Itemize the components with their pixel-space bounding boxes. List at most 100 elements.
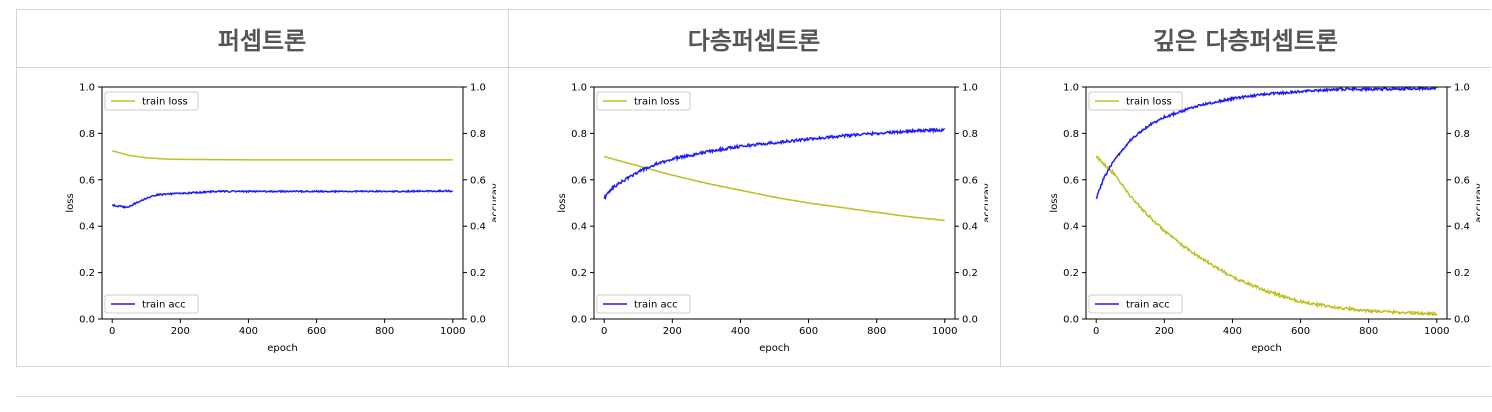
y2-tick-label: 1.0 <box>470 83 486 94</box>
y2-tick-label: 0.8 <box>962 129 978 140</box>
legend-label: train loss <box>142 97 188 108</box>
y-tick-label: 1.0 <box>1063 83 1079 94</box>
x-tick-label: 800 <box>1359 326 1378 337</box>
chart-mlp: 0.0 0.0 0.2 0.2 0.4 0.4 0.6 0.6 0.8 0.8 1.0 1.0 0 200… <box>557 83 988 355</box>
x-tick-label: 200 <box>663 326 682 337</box>
y-tick-label: 0.4 <box>1063 222 1079 233</box>
column-divider <box>508 10 509 366</box>
header-deep-mlp: 깊은 다층퍼셉트론 <box>1153 27 1338 55</box>
legend-train-loss: train loss <box>104 91 199 111</box>
chart-perceptron: 0.0 0.0 0.2 0.2 0.4 0.4 0.6 0.6 0.8 0.8 1.0 1.0 0 200… <box>65 83 496 355</box>
y-tick-label: 0.4 <box>571 222 587 233</box>
train-acc-line <box>111 188 453 209</box>
y2-tick-label: 0.6 <box>962 175 978 186</box>
y-tick-label: 0.8 <box>1063 129 1079 140</box>
y2-tick-label: 0.8 <box>1454 129 1470 140</box>
header-perceptron: 퍼셉트론 <box>217 27 307 55</box>
x-tick-label: 0 <box>109 326 115 337</box>
x-tick-label: 800 <box>867 326 886 337</box>
y-axis-label: loss <box>1049 193 1060 212</box>
legend-label: train loss <box>634 97 680 108</box>
legend-label: train acc <box>1126 300 1170 311</box>
x-tick-label: 1000 <box>440 326 465 337</box>
y-tick-label: 0.2 <box>1063 268 1079 279</box>
train-loss-line <box>603 155 945 222</box>
x-tick-label: 400 <box>1223 326 1242 337</box>
x-tick-label: 0 <box>601 326 607 337</box>
y-axis-label: loss <box>65 193 76 212</box>
train-loss-line <box>1095 155 1438 317</box>
legend-train-loss: train loss <box>1088 91 1183 111</box>
train-loss-line <box>112 150 453 161</box>
x-tick-label: 1000 <box>932 326 957 337</box>
y2-tick-label: 0.0 <box>470 315 486 326</box>
y-tick-label: 1.0 <box>79 83 95 94</box>
y2-tick-label: 0.4 <box>962 222 978 233</box>
column-divider <box>1000 10 1001 366</box>
train-acc-line <box>603 127 945 201</box>
y2-axis-label: accuray <box>1474 183 1480 223</box>
y-tick-label: 0.4 <box>79 222 95 233</box>
y-tick-label: 0.2 <box>79 268 95 279</box>
legend-box <box>104 294 199 314</box>
train-acc-line <box>1095 85 1438 200</box>
x-axis-label: epoch <box>267 343 297 354</box>
y-tick-label: 0.6 <box>1063 175 1079 186</box>
y2-tick-label: 0.6 <box>1454 175 1470 186</box>
y-tick-label: 0.2 <box>571 268 587 279</box>
y2-tick-label: 0.2 <box>962 268 978 279</box>
x-tick-label: 600 <box>1291 326 1310 337</box>
y2-tick-label: 0.2 <box>470 268 486 279</box>
y-tick-label: 0.8 <box>79 129 95 140</box>
y2-tick-label: 0.8 <box>470 129 486 140</box>
y-tick-label: 0.6 <box>79 175 95 186</box>
legend-train-loss: train loss <box>596 91 691 111</box>
y2-axis-label: accuray <box>490 183 496 223</box>
y2-tick-label: 1.0 <box>1454 83 1470 94</box>
y2-axis-label: accuray <box>982 183 988 223</box>
legend-box <box>596 91 691 111</box>
legend-label: train acc <box>634 300 678 311</box>
chart-deep-mlp: 0.0 0.0 0.2 0.2 0.4 0.4 0.6 0.6 0.8 0.8 1.0 1.0 0 200… <box>1049 83 1480 355</box>
y2-tick-label: 0.6 <box>470 175 486 186</box>
y-tick-label: 0.6 <box>571 175 587 186</box>
x-tick-label: 400 <box>731 326 750 337</box>
y2-tick-label: 0.4 <box>1454 222 1470 233</box>
y2-tick-label: 0.4 <box>470 222 486 233</box>
legend-train-acc: train acc <box>1088 294 1183 314</box>
x-tick-label: 1000 <box>1424 326 1449 337</box>
y-tick-label: 0.0 <box>1063 315 1079 326</box>
x-tick-label: 0 <box>1093 326 1099 337</box>
y-tick-label: 0.0 <box>79 315 95 326</box>
x-axis-label: epoch <box>759 343 789 354</box>
column-divider <box>16 10 17 366</box>
legend-label: train loss <box>1126 97 1172 108</box>
legend-train-acc: train acc <box>596 294 691 314</box>
legend-train-acc: train acc <box>104 294 199 314</box>
bottom-rule <box>16 396 1492 397</box>
y2-tick-label: 1.0 <box>962 83 978 94</box>
y2-tick-label: 0.0 <box>962 315 978 326</box>
x-tick-label: 600 <box>307 326 326 337</box>
x-tick-label: 200 <box>1155 326 1174 337</box>
header-divider <box>16 67 1491 68</box>
plot-frame <box>101 86 464 320</box>
legend-box <box>1088 294 1183 314</box>
x-tick-label: 600 <box>799 326 818 337</box>
y2-tick-label: 0.0 <box>1454 315 1470 326</box>
legend-box <box>104 91 199 111</box>
legend-box <box>596 294 691 314</box>
y-axis-label: loss <box>557 193 568 212</box>
x-tick-label: 800 <box>375 326 394 337</box>
comparison-table: 퍼셉트론 다층퍼셉트론 깊은 다층퍼셉트론 0.0 0.0 0.2 0.2 0.4 0.4… <box>16 9 1491 367</box>
y-tick-label: 1.0 <box>571 83 587 94</box>
x-axis-label: epoch <box>1251 343 1281 354</box>
x-tick-label: 200 <box>171 326 190 337</box>
legend-box <box>1088 91 1183 111</box>
y2-tick-label: 0.2 <box>1454 268 1470 279</box>
plot-frame <box>1085 86 1448 320</box>
legend-label: train acc <box>142 300 186 311</box>
y-tick-label: 0.8 <box>571 129 587 140</box>
y-tick-label: 0.0 <box>571 315 587 326</box>
x-tick-label: 400 <box>239 326 258 337</box>
